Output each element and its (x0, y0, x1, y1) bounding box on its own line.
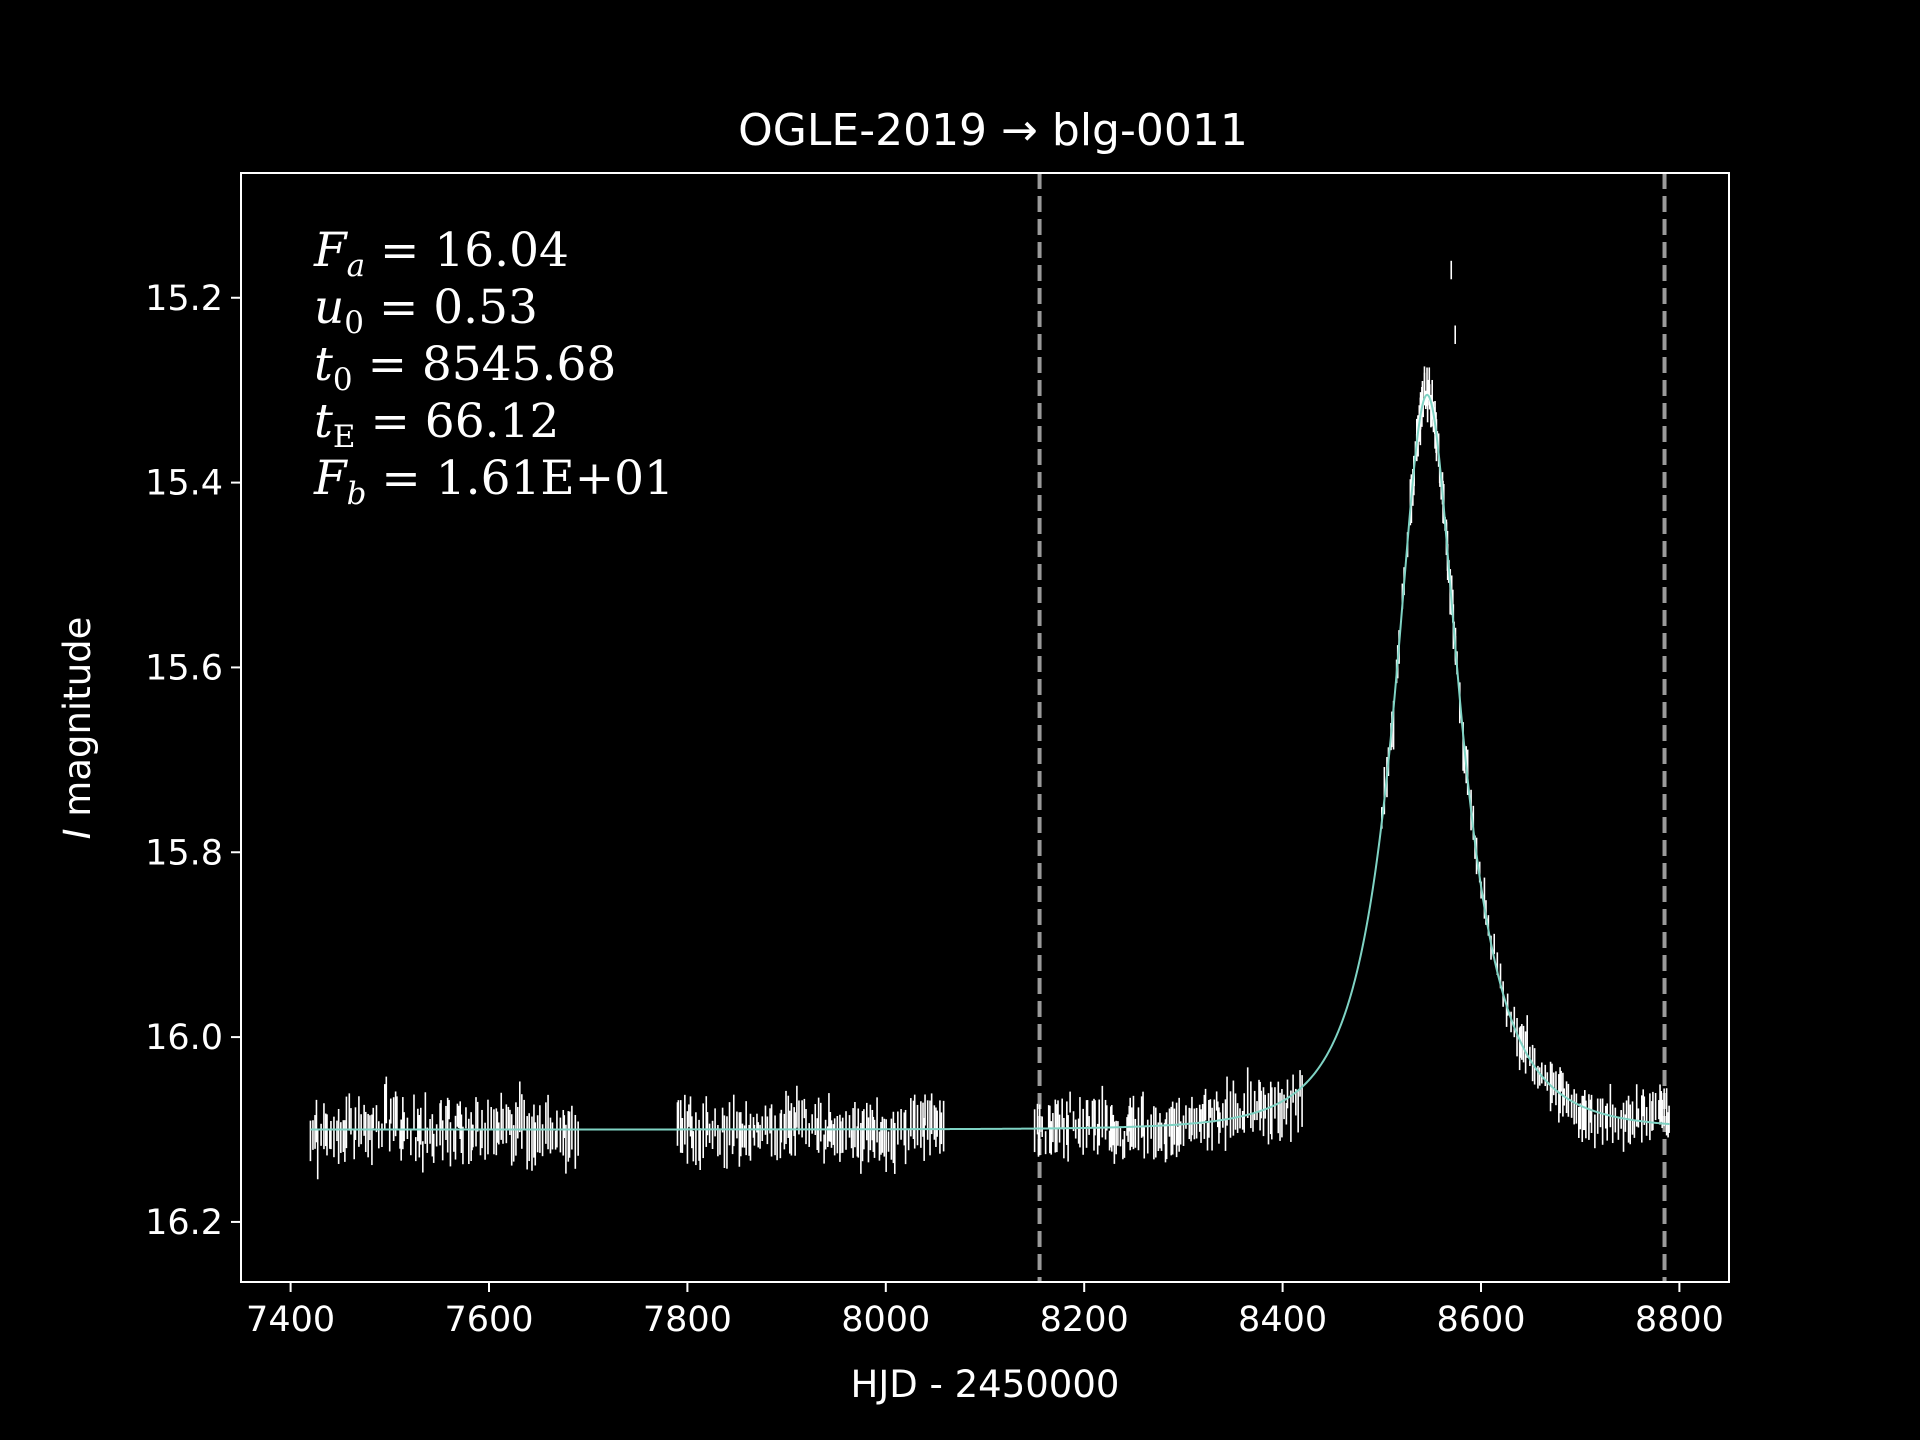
x-tick-label: 8600 (1436, 1300, 1525, 1340)
model-curve (310, 393, 1670, 1131)
model-curve-layer (310, 393, 1670, 1131)
param-te-value: 66.12 (425, 394, 560, 449)
y-tick-label: 15.2 (145, 279, 223, 319)
param-fa: Fa = 16.04 (313, 223, 569, 284)
y-axis-ticks: 15.2 15.4 15.6 15.8 16.0 16.2 (145, 279, 241, 1243)
param-t0: t0 = 8545.68 (314, 337, 616, 398)
y-tick-label: 16.2 (145, 1203, 223, 1243)
fit-parameters: Fa = 16.04 u0 = 0.53 t0 = 8545.68 tE = 6… (313, 223, 674, 512)
x-tick-label: 8800 (1635, 1300, 1724, 1340)
x-tick-label: 7400 (246, 1300, 335, 1340)
param-u0: u0 = 0.53 (314, 280, 538, 341)
x-axis-ticks: 7400 7600 7800 8000 8200 8400 8600 8800 (246, 1282, 1724, 1340)
param-fb: Fb = 1.61E+01 (313, 451, 674, 512)
param-fa-value: 16.04 (434, 223, 569, 278)
y-axis-label-unit: magnitude (56, 617, 99, 829)
param-t0-value: 8545.68 (422, 337, 616, 392)
x-tick-label: 7600 (444, 1300, 533, 1340)
y-tick-label: 15.8 (145, 833, 223, 873)
y-tick-label: 15.6 (145, 648, 223, 688)
y-tick-label: 15.4 (145, 464, 223, 504)
param-u0-value: 0.53 (433, 280, 538, 335)
param-te: tE = 66.12 (314, 394, 559, 455)
x-tick-label: 8200 (1040, 1300, 1129, 1340)
x-axis-label: HJD - 2450000 (851, 1363, 1120, 1406)
x-tick-label: 7800 (643, 1300, 732, 1340)
y-axis-label-symbol: I (56, 828, 99, 839)
param-fb-value: 1.61E+01 (436, 451, 674, 506)
y-tick-label: 16.0 (145, 1018, 223, 1058)
x-tick-label: 8000 (841, 1300, 930, 1340)
y-axis-label: I magnitude (56, 617, 99, 840)
chart-title: OGLE-2019 → blg-0011 (738, 105, 1248, 156)
data-points (309, 260, 1670, 1180)
plot-frame (240, 172, 1730, 1283)
x-tick-label: 8400 (1238, 1300, 1327, 1340)
